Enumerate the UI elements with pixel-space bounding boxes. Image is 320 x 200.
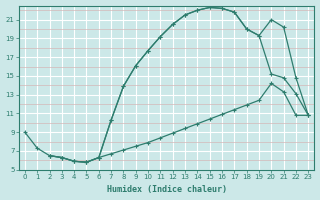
X-axis label: Humidex (Indice chaleur): Humidex (Indice chaleur) bbox=[107, 185, 227, 194]
